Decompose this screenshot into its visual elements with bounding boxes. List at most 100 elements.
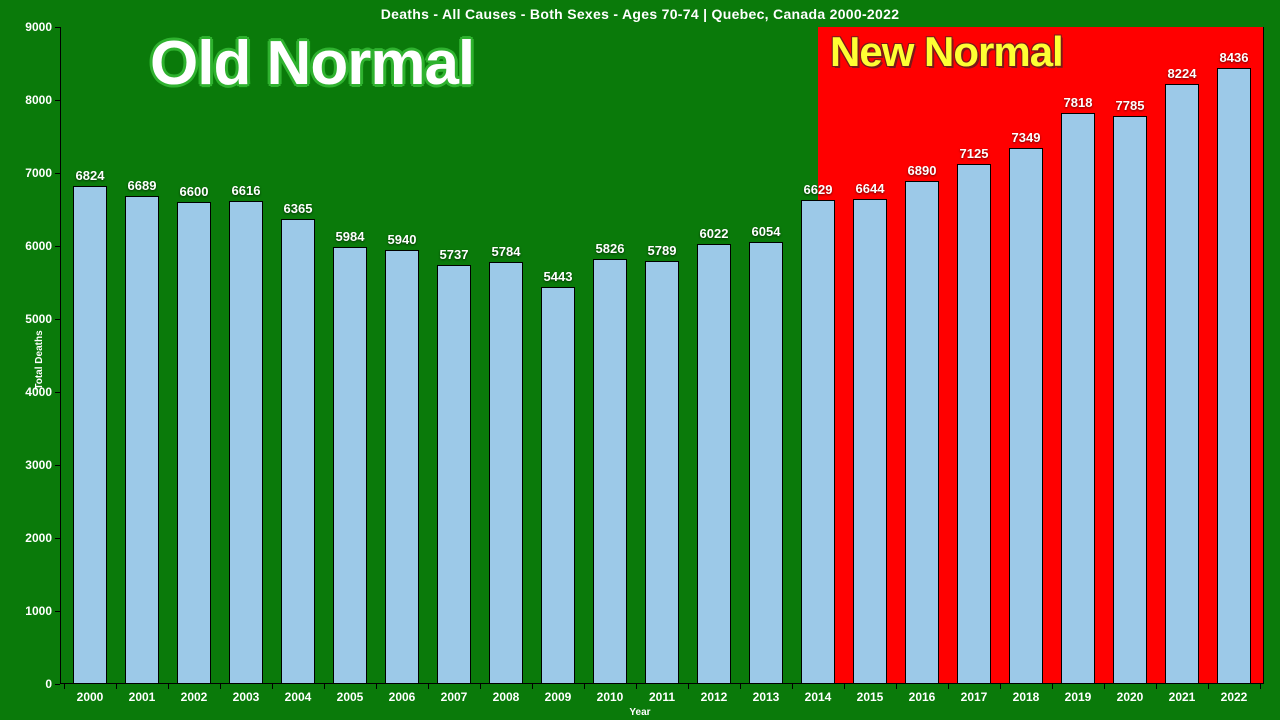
x-tick-label: 2012 (701, 684, 728, 704)
x-tick-label: 2000 (77, 684, 104, 704)
annotation-old-normal: Old Normal (150, 28, 474, 99)
x-tick-mark (1208, 684, 1209, 689)
bar-value-label: 5737 (440, 247, 469, 266)
bar-value-label: 7785 (1116, 98, 1145, 117)
bar: 6054 (749, 242, 783, 684)
bar-value-label: 5443 (544, 269, 573, 288)
x-tick-mark (1052, 684, 1053, 689)
bar-slot: 84362022 (1208, 27, 1260, 684)
x-tick-label: 2006 (389, 684, 416, 704)
x-tick-mark (896, 684, 897, 689)
bar-slot: 77852020 (1104, 27, 1156, 684)
y-tick-mark (55, 100, 60, 101)
x-tick-label: 2011 (649, 684, 675, 704)
bar-slot: 71252017 (948, 27, 1000, 684)
bar-value-label: 7349 (1012, 130, 1041, 149)
bar-value-label: 8224 (1168, 66, 1197, 85)
x-tick-mark (740, 684, 741, 689)
x-tick-mark (1000, 684, 1001, 689)
bar-slot: 68242000 (64, 27, 116, 684)
bar-value-label: 6689 (128, 178, 157, 197)
plot-area: 6824200066892001660020026616200363652004… (60, 27, 1264, 684)
y-tick-mark (55, 538, 60, 539)
bar-slot: 66292014 (792, 27, 844, 684)
bar-value-label: 7818 (1064, 95, 1093, 114)
chart-container: Deaths - All Causes - Both Sexes - Ages … (0, 0, 1280, 720)
bar: 6629 (801, 200, 835, 684)
bar: 5737 (437, 265, 471, 684)
bar-value-label: 7125 (960, 146, 989, 165)
bar: 5826 (593, 259, 627, 684)
bar: 7785 (1113, 116, 1147, 684)
bar-slot: 59842005 (324, 27, 376, 684)
bar: 5984 (333, 247, 367, 684)
bar: 6365 (281, 219, 315, 684)
y-tick-mark (55, 684, 60, 685)
bar-slot: 57372007 (428, 27, 480, 684)
x-tick-mark (272, 684, 273, 689)
bar-slot: 60542013 (740, 27, 792, 684)
x-tick-mark (1104, 684, 1105, 689)
x-tick-mark (532, 684, 533, 689)
bar: 6890 (905, 181, 939, 684)
x-tick-mark (688, 684, 689, 689)
bar-slot: 73492018 (1000, 27, 1052, 684)
bar-slot: 68902016 (896, 27, 948, 684)
x-tick-label: 2003 (233, 684, 260, 704)
y-tick-mark (55, 319, 60, 320)
bar: 6689 (125, 196, 159, 684)
annotation-new-normal: New Normal (830, 28, 1063, 76)
x-tick-label: 2017 (961, 684, 988, 704)
bar-slot: 63652004 (272, 27, 324, 684)
x-tick-label: 2014 (805, 684, 832, 704)
bars-row: 6824200066892001660020026616200363652004… (60, 27, 1264, 684)
bar: 6600 (177, 202, 211, 684)
bar-slot: 66892001 (116, 27, 168, 684)
bar-value-label: 5784 (492, 244, 521, 263)
bar: 5443 (541, 287, 575, 684)
bar-slot: 66442015 (844, 27, 896, 684)
x-tick-mark (168, 684, 169, 689)
x-tick-mark (428, 684, 429, 689)
bar-value-label: 6644 (856, 181, 885, 200)
bar: 8224 (1165, 84, 1199, 684)
bar: 5784 (489, 262, 523, 684)
x-tick-label: 2005 (337, 684, 364, 704)
bar-value-label: 5940 (388, 232, 417, 251)
x-tick-label: 2019 (1065, 684, 1092, 704)
y-axis-label: Total Deaths (34, 330, 45, 389)
bar: 7818 (1061, 113, 1095, 684)
x-tick-label: 2009 (545, 684, 572, 704)
bar-value-label: 6890 (908, 163, 937, 182)
y-tick-mark (55, 465, 60, 466)
x-tick-mark (948, 684, 949, 689)
bar-value-label: 5984 (336, 229, 365, 248)
x-tick-mark (220, 684, 221, 689)
x-tick-mark (844, 684, 845, 689)
x-tick-label: 2001 (129, 684, 156, 704)
x-tick-label: 2010 (597, 684, 624, 704)
bar-value-label: 6616 (232, 183, 261, 202)
bar: 6824 (73, 186, 107, 684)
x-tick-label: 2007 (441, 684, 468, 704)
bar-slot: 57892011 (636, 27, 688, 684)
bar-slot: 54432009 (532, 27, 584, 684)
bar-slot: 66002002 (168, 27, 220, 684)
bar-slot: 57842008 (480, 27, 532, 684)
bar-value-label: 6824 (76, 168, 105, 187)
x-tick-mark (480, 684, 481, 689)
bar-value-label: 6600 (180, 184, 209, 203)
bar-value-label: 5826 (596, 241, 625, 260)
x-tick-label: 2022 (1221, 684, 1248, 704)
bar: 7349 (1009, 148, 1043, 684)
bar-value-label: 5789 (648, 243, 677, 262)
x-tick-mark (636, 684, 637, 689)
bar-value-label: 6629 (804, 182, 833, 201)
y-tick-mark (55, 173, 60, 174)
bar-slot: 59402006 (376, 27, 428, 684)
bar: 6022 (697, 244, 731, 684)
bar-slot: 78182019 (1052, 27, 1104, 684)
bar-value-label: 6022 (700, 226, 729, 245)
y-tick-mark (55, 611, 60, 612)
x-tick-label: 2020 (1117, 684, 1144, 704)
